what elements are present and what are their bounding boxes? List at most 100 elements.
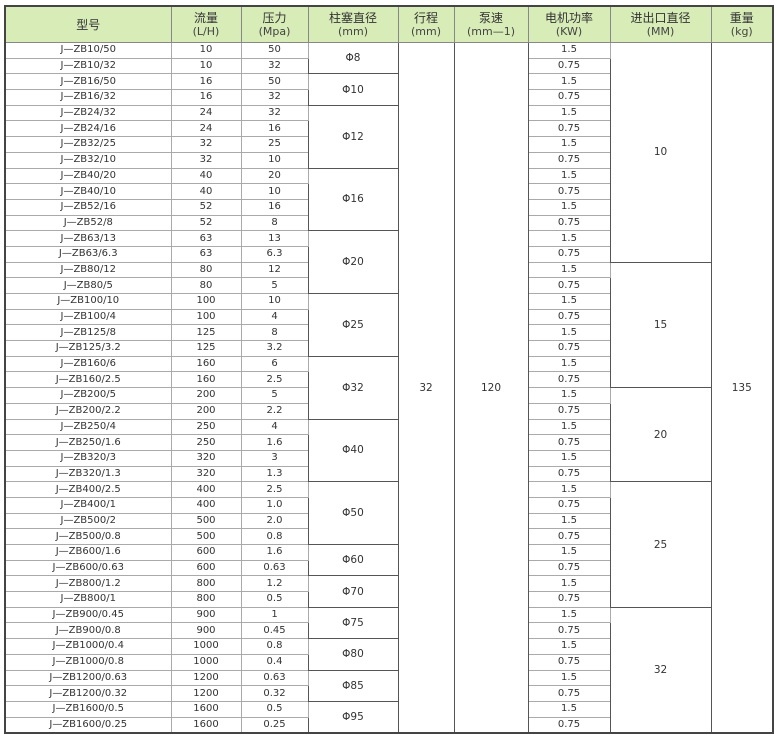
header-label: 电机功率 [544,10,593,25]
pressure-cell: 1.2 [240,575,309,593]
model-cell: J—ZB100/10 [4,293,172,310]
pressure-cell: 10 [240,293,309,310]
flow-cell: 500 [170,512,242,530]
pressure-cell: 50 [240,42,309,59]
model-cell: J—ZB10/50 [4,42,172,59]
header-label: 泵速 [478,10,503,25]
model-cell: J—ZB160/6 [4,355,172,373]
header-label: 行程 [413,10,438,25]
header-unit: (KW) [555,24,583,38]
model-cell: J—ZB80/5 [4,277,172,294]
model-cell: J—ZB320/3 [4,449,172,467]
flow-cell: 160 [170,371,242,389]
table-row: J—ZB800/1 800 0.5 0.75 [4,591,773,608]
header-label: 型号 [76,17,101,32]
pressure-cell: 3.2 [240,340,309,357]
motor-power-cell: 1.5 [527,669,611,687]
flow-cell: 250 [170,434,242,451]
pressure-cell: 0.5 [240,700,309,718]
pressure-cell: 4 [240,418,309,436]
header-weight: 重量 (kg) [710,5,774,43]
pressure-cell: 5 [240,387,309,404]
model-cell: J—ZB24/32 [4,104,172,122]
flow-cell: 100 [170,293,242,310]
pressure-cell: 0.8 [240,638,309,655]
model-cell: J—ZB1000/0.8 [4,653,172,671]
flow-cell: 63 [170,230,242,247]
flow-cell: 24 [170,104,242,122]
pressure-cell: 3 [240,449,309,467]
motor-power-cell: 0.75 [527,528,611,545]
model-cell: J—ZB500/2 [4,512,172,530]
motor-power-cell: 1.5 [527,606,611,624]
model-cell: J—ZB400/2.5 [4,481,172,498]
model-cell: J—ZB1200/0.63 [4,669,172,687]
flow-cell: 320 [170,465,242,483]
motor-power-cell: 0.75 [527,183,611,200]
table-row: J—ZB400/1 400 1.0 0.75 [4,496,773,514]
model-cell: J—ZB900/0.8 [4,622,172,640]
model-cell: J—ZB125/3.2 [4,340,172,357]
table-row: J—ZB900/0.8 900 0.45 0.75 [4,622,773,640]
flow-cell: 40 [170,183,242,200]
model-cell: J—ZB40/10 [4,183,172,200]
model-cell: J—ZB200/5 [4,387,172,404]
pressure-cell: 0.32 [240,685,309,702]
flow-cell: 600 [170,544,242,561]
header-unit: (kg) [730,24,753,38]
pressure-cell: 2.5 [240,371,309,389]
motor-power-cell: 0.75 [527,371,611,389]
pressure-cell: 20 [240,167,309,185]
flow-cell: 125 [170,324,242,342]
flow-cell: 16 [170,73,242,91]
motor-power-cell: 1.5 [527,136,611,153]
pressure-cell: 10 [240,151,309,169]
header-pump-speed: 泵速 (mm—1) [453,5,529,43]
motor-power-cell: 1.5 [527,230,611,247]
flow-cell: 1200 [170,669,242,687]
motor-power-cell: 1.5 [527,387,611,404]
motor-power-cell: 0.75 [527,622,611,640]
pressure-cell: 0.5 [240,591,309,608]
pressure-cell: 8 [240,324,309,342]
pressure-cell: 0.4 [240,653,309,671]
motor-power-cell: 1.5 [527,700,611,718]
table-row: J—ZB160/6 160 6 Φ32 1.5 [4,355,773,420]
model-cell: J—ZB250/1.6 [4,434,172,451]
pressure-cell: 6.3 [240,245,309,263]
header-model: 型号 [4,5,172,43]
motor-power-cell: 1.5 [527,104,611,122]
flow-cell: 1200 [170,685,242,702]
pump-spec-table: 型号 流量 (L/H) 压力 (Mpa) 柱塞直径 (mm) 行程 (mm) 泵速 (mm—1) 电机… [4,5,774,735]
motor-power-cell: 0.75 [527,716,611,734]
flow-cell: 24 [170,120,242,138]
pressure-cell: 12 [240,261,309,279]
pressure-cell: 5 [240,277,309,294]
motor-power-cell: 0.75 [527,559,611,577]
header-pressure: 压力 (Mpa) [240,5,309,43]
motor-power-cell: 1.5 [527,293,611,310]
model-cell: J—ZB16/50 [4,73,172,91]
plunger-diameter-cell: Φ8 [307,41,399,75]
model-cell: J—ZB125/8 [4,324,172,342]
header-stroke: 行程 (mm) [397,5,455,43]
plunger-diameter-cell: Φ12 [307,104,399,169]
pressure-cell: 0.63 [240,669,309,687]
header-label: 流量 [193,10,218,25]
motor-power-cell: 1.5 [527,575,611,593]
model-cell: J—ZB160/2.5 [4,371,172,389]
pressure-cell: 8 [240,214,309,232]
plunger-diameter-cell: Φ85 [307,669,399,702]
motor-power-cell: 0.75 [527,308,611,326]
header-motor-power: 电机功率 (KW) [527,5,611,43]
table-row: J—ZB900/0.45 900 1 Φ75 1.5 32 [4,606,773,734]
motor-power-cell: 1.5 [527,418,611,436]
pressure-cell: 16 [240,198,309,216]
plunger-diameter-cell: Φ40 [307,418,399,483]
model-cell: J—ZB320/1.3 [4,465,172,483]
table-row: J—ZB1600/0.25 1600 0.25 0.75 [4,716,773,734]
motor-power-cell: 0.75 [527,496,611,514]
header-unit: (MM) [646,24,675,38]
model-cell: J—ZB400/1 [4,496,172,514]
flow-cell: 16 [170,89,242,106]
